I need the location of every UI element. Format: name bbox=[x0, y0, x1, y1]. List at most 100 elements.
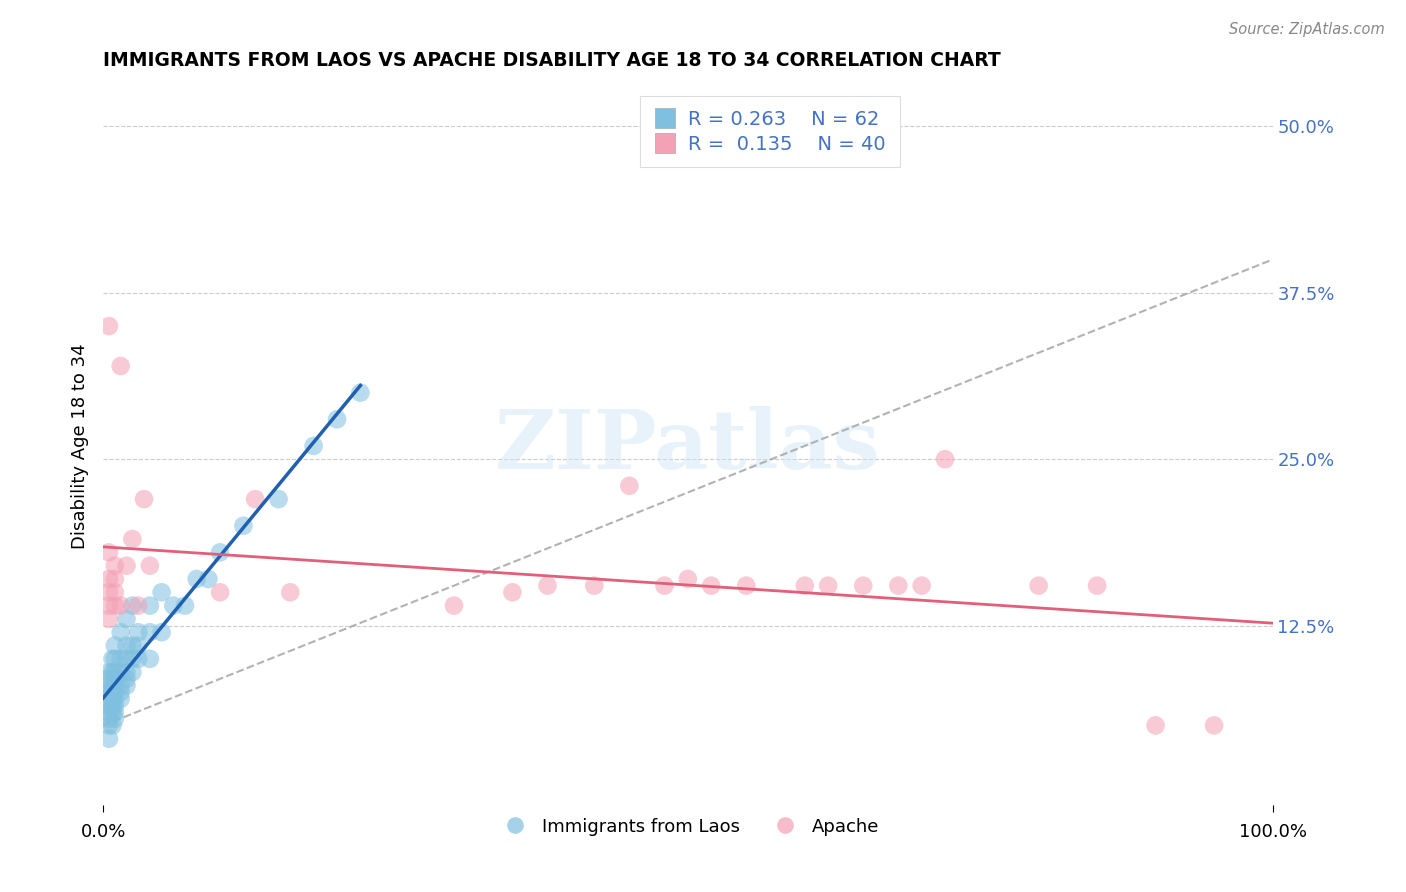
Point bbox=[98, 691, 121, 706]
Point bbox=[98, 718, 121, 732]
Point bbox=[817, 579, 839, 593]
Point bbox=[1028, 579, 1050, 593]
Point bbox=[934, 452, 956, 467]
Point bbox=[104, 572, 127, 586]
Point bbox=[98, 599, 121, 613]
Point bbox=[127, 625, 149, 640]
Point bbox=[104, 558, 127, 573]
Point bbox=[121, 532, 143, 546]
Point bbox=[1202, 718, 1225, 732]
Point bbox=[139, 625, 162, 640]
Point bbox=[98, 545, 121, 559]
Point bbox=[98, 585, 121, 599]
Point bbox=[911, 579, 934, 593]
Point bbox=[101, 718, 124, 732]
Point bbox=[349, 385, 371, 400]
Point bbox=[302, 439, 325, 453]
Point bbox=[121, 665, 143, 680]
Point bbox=[121, 639, 143, 653]
Point bbox=[104, 705, 127, 719]
Point bbox=[104, 712, 127, 726]
Point bbox=[104, 691, 127, 706]
Point bbox=[110, 691, 132, 706]
Point bbox=[104, 678, 127, 692]
Point bbox=[101, 665, 124, 680]
Text: ZIPatlas: ZIPatlas bbox=[495, 406, 880, 486]
Point bbox=[209, 585, 232, 599]
Point bbox=[150, 585, 173, 599]
Point bbox=[115, 665, 138, 680]
Point bbox=[127, 652, 149, 666]
Point bbox=[104, 639, 127, 653]
Point bbox=[139, 599, 162, 613]
Text: Source: ZipAtlas.com: Source: ZipAtlas.com bbox=[1229, 22, 1385, 37]
Point bbox=[110, 599, 132, 613]
Point bbox=[115, 652, 138, 666]
Point bbox=[98, 612, 121, 626]
Point bbox=[110, 678, 132, 692]
Point bbox=[139, 558, 162, 573]
Point bbox=[104, 685, 127, 699]
Point bbox=[443, 599, 465, 613]
Point bbox=[104, 672, 127, 686]
Point bbox=[98, 665, 121, 680]
Point bbox=[267, 492, 290, 507]
Point bbox=[278, 585, 301, 599]
Point bbox=[1085, 579, 1108, 593]
Point bbox=[127, 639, 149, 653]
Point bbox=[197, 572, 219, 586]
Point bbox=[104, 652, 127, 666]
Point bbox=[243, 492, 266, 507]
Point bbox=[101, 685, 124, 699]
Point bbox=[583, 579, 606, 593]
Point bbox=[98, 685, 121, 699]
Point bbox=[115, 672, 138, 686]
Point bbox=[326, 412, 349, 426]
Point bbox=[887, 579, 910, 593]
Point bbox=[101, 698, 124, 713]
Point bbox=[676, 572, 699, 586]
Point bbox=[104, 599, 127, 613]
Point bbox=[132, 492, 155, 507]
Point bbox=[98, 672, 121, 686]
Y-axis label: Disability Age 18 to 34: Disability Age 18 to 34 bbox=[72, 343, 89, 549]
Point bbox=[110, 665, 132, 680]
Point bbox=[115, 639, 138, 653]
Point bbox=[101, 678, 124, 692]
Legend: Immigrants from Laos, Apache: Immigrants from Laos, Apache bbox=[489, 811, 886, 843]
Point bbox=[139, 652, 162, 666]
Point bbox=[619, 479, 641, 493]
Point bbox=[174, 599, 197, 613]
Point bbox=[1144, 718, 1167, 732]
Point bbox=[232, 518, 254, 533]
Point bbox=[654, 579, 676, 593]
Point bbox=[121, 652, 143, 666]
Point bbox=[121, 599, 143, 613]
Point bbox=[104, 665, 127, 680]
Point bbox=[852, 579, 875, 593]
Point bbox=[115, 558, 138, 573]
Text: IMMIGRANTS FROM LAOS VS APACHE DISABILITY AGE 18 TO 34 CORRELATION CHART: IMMIGRANTS FROM LAOS VS APACHE DISABILIT… bbox=[103, 51, 1001, 70]
Point bbox=[110, 685, 132, 699]
Point bbox=[150, 625, 173, 640]
Point bbox=[104, 585, 127, 599]
Point bbox=[104, 698, 127, 713]
Point bbox=[501, 585, 523, 599]
Point bbox=[700, 579, 723, 593]
Point bbox=[98, 319, 121, 334]
Point bbox=[101, 652, 124, 666]
Point bbox=[115, 612, 138, 626]
Point bbox=[115, 678, 138, 692]
Point bbox=[162, 599, 184, 613]
Point bbox=[101, 691, 124, 706]
Point bbox=[101, 705, 124, 719]
Point bbox=[127, 599, 149, 613]
Point bbox=[186, 572, 208, 586]
Point bbox=[735, 579, 758, 593]
Point bbox=[536, 579, 558, 593]
Point bbox=[209, 545, 232, 559]
Point bbox=[98, 698, 121, 713]
Point bbox=[793, 579, 815, 593]
Point bbox=[110, 652, 132, 666]
Point bbox=[110, 625, 132, 640]
